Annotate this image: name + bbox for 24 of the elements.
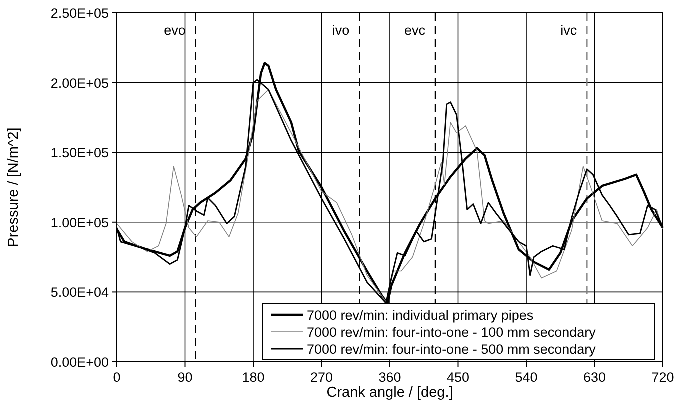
ref-line-label: ivo (332, 23, 350, 38)
legend-label: 7000 rev/min: individual primary pipes (307, 308, 534, 323)
x-axis-title: Crank angle / [deg.] (326, 385, 454, 401)
ref-line-label: ivc (560, 23, 578, 38)
x-tick-label: 630 (583, 370, 606, 385)
ref-line-label: evo (164, 23, 186, 38)
x-tick-label: 450 (446, 370, 470, 385)
x-tick-label: 180 (242, 370, 265, 385)
x-tick-label: 0 (113, 370, 121, 385)
x-tick-label: 720 (652, 370, 674, 385)
y-tick-label: 1.50E+05 (50, 146, 109, 161)
x-tick-label: 540 (515, 370, 538, 385)
y-tick-label: 1.00E+05 (50, 215, 109, 230)
legend-label: 7000 rev/min: four-into-one - 500 mm secondary (307, 342, 596, 357)
ref-line-label: evc (404, 23, 426, 38)
y-tick-label: 2.00E+05 (50, 76, 109, 91)
y-tick-label: 0.00E+00 (50, 355, 109, 370)
legend-label: 7000 rev/min: four-into-one - 100 mm secondary (307, 325, 596, 340)
x-tick-label: 90 (178, 370, 193, 385)
y-axis-title: Pressure / [N/m^2] (6, 128, 22, 248)
x-tick-label: 360 (378, 370, 402, 385)
y-tick-label: 2.50E+05 (50, 6, 109, 21)
y-tick-label: 5.00E+04 (50, 285, 110, 300)
x-tick-label: 270 (310, 370, 334, 385)
